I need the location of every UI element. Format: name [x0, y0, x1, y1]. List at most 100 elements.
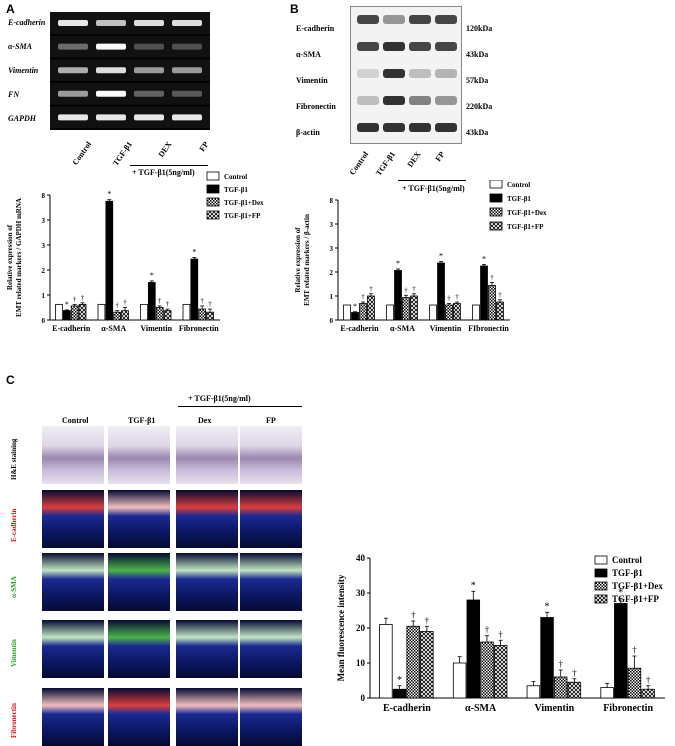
- y-tick-label: 2: [330, 269, 334, 277]
- blot-band: [383, 42, 405, 51]
- immunofluorescence-image: [42, 553, 104, 611]
- lane-label: DEX: [156, 139, 174, 159]
- he-staining-image: [108, 426, 170, 484]
- legend-swatch: [206, 184, 220, 194]
- bar: [452, 662, 467, 699]
- panel-label-a: A: [6, 2, 15, 16]
- bar-chart-a: 0 1 2 3 3 8 Relative expression ofEMT related …: [6, 171, 264, 333]
- bar: [121, 310, 129, 321]
- y-tick-label: 20: [356, 623, 366, 633]
- panel-label-b: B: [290, 2, 299, 16]
- legend-swatch: [594, 594, 608, 604]
- treatment-header: + TGF-β1(5ng/ml): [132, 168, 195, 177]
- legend-entry: Control: [224, 173, 247, 181]
- y-axis-label: Relative expression ofEMT related marker…: [294, 214, 311, 306]
- bar: [190, 258, 199, 321]
- bar: [445, 304, 453, 321]
- legend-entry: TGF-β1: [224, 186, 248, 194]
- y-tick-label: 0: [42, 317, 46, 325]
- gel-band: [134, 67, 164, 74]
- blot-band: [357, 69, 379, 78]
- significance-star: *: [397, 675, 402, 686]
- bar: [198, 308, 207, 321]
- treatment-header: + TGF-β1(5ng/ml): [188, 394, 251, 403]
- x-tick-label: α-SMA: [101, 324, 126, 333]
- significance-star: *: [192, 248, 196, 257]
- lane-label: DEX: [405, 149, 423, 169]
- immunofluorescence-image: [42, 490, 104, 548]
- bar: [343, 304, 351, 321]
- blot-row-label: Vimentin: [296, 76, 328, 85]
- bar: [526, 685, 541, 699]
- significance-star: *: [618, 587, 623, 598]
- gel-lane-strip: [50, 82, 210, 105]
- significance-star: *: [107, 190, 111, 199]
- gel-band: [172, 114, 202, 121]
- ihc-row-label: H&E staining: [10, 438, 18, 480]
- significance-dagger: †: [81, 294, 85, 302]
- x-tick-label: Fibronectin: [179, 324, 219, 333]
- bar: [410, 295, 418, 321]
- legend-entry: Control: [612, 555, 642, 565]
- immunofluorescence-image: [108, 553, 170, 611]
- blot-band: [409, 96, 431, 105]
- significance-star: *: [150, 271, 154, 280]
- blot-band: [383, 123, 405, 132]
- gel-lane-strip: [50, 35, 210, 58]
- significance-star: *: [396, 259, 400, 268]
- x-tick-label: E-cadherin: [383, 703, 431, 714]
- western-blot: [350, 6, 462, 144]
- bar: [62, 310, 71, 321]
- significance-dagger: †: [73, 295, 77, 303]
- bar: [206, 311, 214, 321]
- significance-star: *: [353, 302, 357, 311]
- significance-dagger: †: [123, 299, 127, 307]
- bar: [600, 687, 614, 699]
- treatment-bracket: [398, 180, 466, 181]
- bar: [70, 305, 79, 321]
- immunofluorescence-image: [240, 553, 302, 611]
- gel-band: [172, 67, 202, 74]
- blot-band: [357, 15, 379, 24]
- gel-row-label: GAPDH: [8, 114, 36, 123]
- blot-size: 43kDa: [466, 128, 489, 137]
- significance-dagger: †: [485, 625, 490, 635]
- gel-band: [96, 90, 126, 97]
- blot-band: [435, 96, 457, 105]
- x-tick-label: FIbronectin: [468, 324, 509, 333]
- bar: [496, 301, 504, 321]
- y-tick-label: 2: [42, 267, 46, 275]
- significance-dagger: †: [369, 285, 373, 293]
- significance-dagger: †: [632, 645, 637, 655]
- immunofluorescence-image: [176, 553, 238, 611]
- rt-pcr-gel: [50, 12, 210, 130]
- blot-size: 43kDa: [466, 50, 489, 59]
- gel-band: [134, 43, 164, 50]
- bar: [540, 617, 554, 699]
- bar: [155, 307, 164, 321]
- y-tick-label: 1: [42, 292, 46, 300]
- significance-dagger: †: [166, 300, 170, 308]
- gel-band: [58, 43, 88, 50]
- y-tick-label: 8: [42, 192, 46, 200]
- legend-swatch: [206, 197, 220, 207]
- significance-dagger: †: [425, 615, 430, 625]
- lane-label: FP: [197, 139, 211, 154]
- bar: [97, 303, 106, 321]
- blot-band: [409, 69, 431, 78]
- legend-entry: Control: [507, 181, 530, 189]
- blot-band: [409, 15, 431, 24]
- gel-band: [172, 43, 202, 50]
- bar: [420, 631, 434, 699]
- immunofluorescence-image: [240, 620, 302, 678]
- significance-dagger: †: [558, 659, 563, 669]
- bar: [480, 641, 494, 699]
- x-tick-label: E-cadherin: [52, 324, 91, 333]
- ihc-column-label: FP: [266, 416, 276, 425]
- bar: [113, 311, 122, 321]
- y-tick-label: 3: [330, 245, 334, 253]
- legend-entry: TGF-β1+Dex: [224, 199, 264, 207]
- legend-swatch: [489, 207, 503, 217]
- treatment-bracket: [178, 406, 302, 407]
- gel-lane-strip: [50, 12, 210, 34]
